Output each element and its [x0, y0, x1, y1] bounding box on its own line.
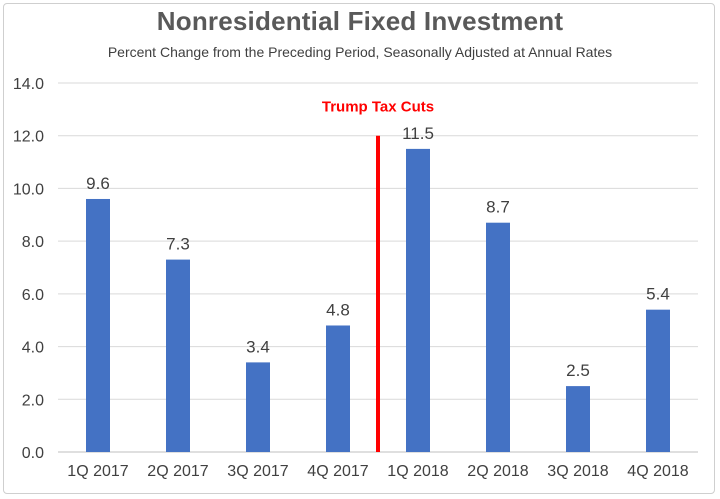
bar [326, 325, 350, 452]
data-labels: 9.6 7.3 3.4 4.8 11.5 8.7 2.5 5.4 [86, 124, 670, 380]
data-label: 3.4 [246, 337, 270, 356]
bar [486, 222, 510, 452]
y-axis-ticks: 0.0 2.0 4.0 6.0 8.0 10.0 12.0 14.0 [13, 76, 44, 462]
category-label: 1Q 2018 [387, 463, 448, 480]
category-label: 1Q 2017 [67, 463, 128, 480]
chart-subtitle: Percent Change from the Preceding Period… [107, 44, 613, 60]
y-tick-label: 10.0 [13, 181, 44, 198]
annotation: Trump Tax Cuts [322, 99, 434, 452]
data-label: 9.6 [86, 174, 110, 193]
data-label: 2.5 [566, 361, 590, 380]
category-label: 3Q 2017 [227, 463, 288, 480]
data-label: 4.8 [326, 300, 350, 319]
category-label: 4Q 2018 [627, 463, 688, 480]
chart-title: Nonresidential Fixed Investment [156, 6, 564, 36]
data-label: 7.3 [166, 235, 190, 254]
y-tick-label: 8.0 [22, 234, 44, 251]
chart-frame [3, 3, 715, 494]
bars [86, 148, 670, 452]
data-label: 8.7 [486, 198, 510, 217]
bar [166, 259, 190, 452]
bar [566, 386, 590, 452]
y-tick-label: 14.0 [13, 76, 44, 93]
category-label: 2Q 2017 [147, 463, 208, 480]
data-label: 5.4 [646, 285, 670, 304]
bar [646, 309, 670, 452]
y-tick-label: 2.0 [22, 392, 44, 409]
tax-cut-annotation: Trump Tax Cuts [322, 99, 434, 116]
bar [406, 148, 430, 452]
y-tick-label: 0.0 [22, 445, 44, 462]
bar [246, 362, 270, 452]
category-label: 3Q 2018 [547, 463, 608, 480]
category-label: 2Q 2018 [467, 463, 528, 480]
y-tick-label: 12.0 [13, 129, 44, 146]
y-tick-label: 4.0 [22, 340, 44, 357]
data-label: 11.5 [402, 124, 434, 143]
y-tick-label: 6.0 [22, 287, 44, 304]
bar [86, 198, 110, 452]
category-label: 4Q 2017 [307, 463, 368, 480]
x-axis-categories: 1Q 2017 2Q 2017 3Q 2017 4Q 2017 1Q 2018 2Q 20… [67, 463, 688, 480]
